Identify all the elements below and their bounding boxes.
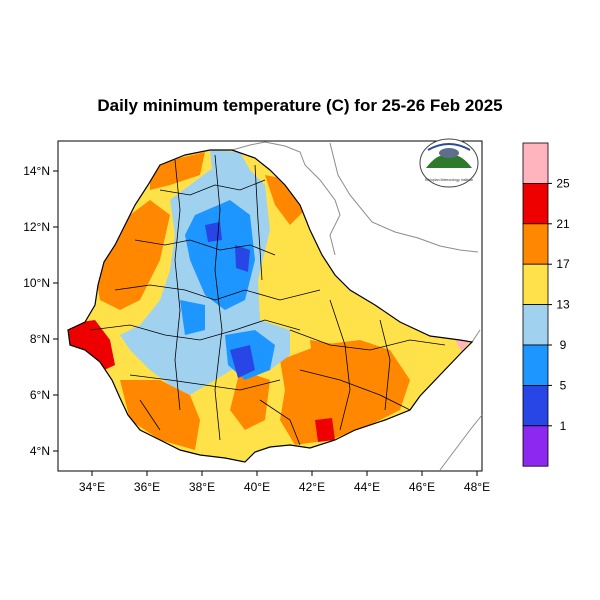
legend-label: 9: [560, 338, 567, 352]
map-title: Daily minimum temperature (C) for 25-26 …: [97, 96, 503, 115]
logo-emblem: Ethiopian Meteorology Institute: [419, 138, 479, 188]
x-tick-label: 38°E: [189, 480, 215, 494]
x-tick-label: 40°E: [244, 480, 270, 494]
y-tick-label: 14°N: [23, 164, 50, 178]
legend-swatch: [522, 384, 549, 427]
x-tick-label: 36°E: [134, 480, 160, 494]
logo-text: Ethiopian Meteorology Institute: [425, 178, 473, 182]
plot-frame: [57, 140, 483, 472]
x-tick-label: 34°E: [79, 480, 105, 494]
x-tick-label: 46°E: [409, 480, 435, 494]
legend-label: 25: [556, 176, 570, 190]
x-tick-label: 44°E: [354, 480, 380, 494]
legend-swatch: [522, 263, 549, 306]
legend-label: 1: [560, 419, 567, 433]
region-boundaries: [89, 154, 446, 446]
y-tick-label: 10°N: [23, 276, 50, 290]
x-tick-label: 48°E: [464, 480, 490, 494]
legend-label: 5: [560, 378, 567, 392]
y-tick-label: 4°N: [30, 444, 50, 458]
temperature-field: [68, 150, 472, 462]
y-tick-label: 12°N: [23, 220, 50, 234]
color-legend: 25 21 17 13 9 5 1: [522, 142, 570, 467]
y-tick-label: 6°N: [30, 388, 50, 402]
legend-label: 17: [556, 257, 570, 271]
x-tick-label: 42°E: [299, 480, 325, 494]
legend-swatch: [522, 344, 549, 386]
legend-swatch: [522, 142, 549, 184]
neighbor-borders: [231, 141, 483, 471]
x-axis: 34°E 36°E 38°E 40°E 42°E 44°E 46°E 48°E: [79, 471, 490, 494]
legend-swatch: [522, 425, 549, 467]
legend-label: 21: [556, 217, 570, 231]
legend-swatch: [522, 182, 549, 225]
legend-swatch: [522, 223, 549, 265]
y-tick-label: 8°N: [30, 332, 50, 346]
legend-label: 13: [556, 298, 570, 312]
legend-swatch: [522, 304, 549, 346]
y-axis: 14°N 12°N 10°N 8°N 6°N 4°N: [23, 164, 58, 458]
